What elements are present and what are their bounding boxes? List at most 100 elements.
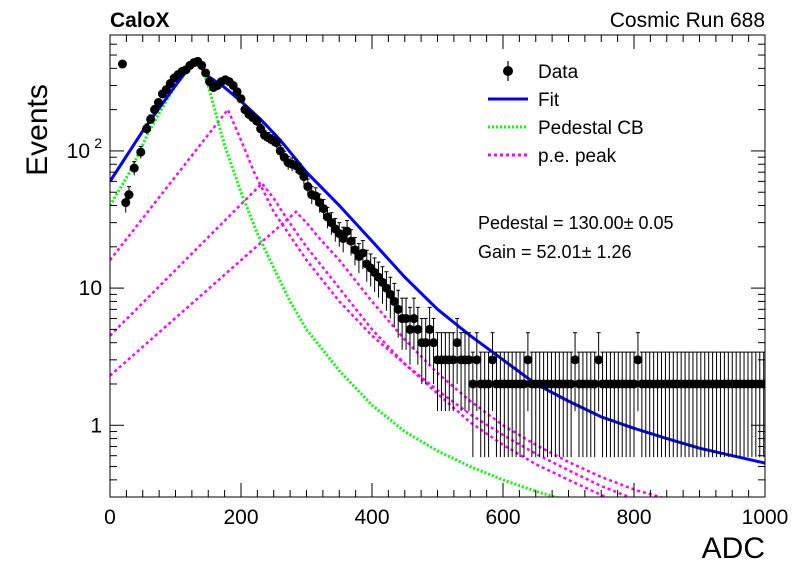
data-point <box>684 351 694 458</box>
data-point-marker <box>405 324 415 334</box>
data-point <box>743 351 753 458</box>
pedestal-result: Pedestal = 130.00± 0.05 <box>478 213 674 233</box>
data-point <box>708 351 718 458</box>
data-point-marker <box>271 138 281 148</box>
data-point <box>586 351 596 458</box>
data-point <box>715 351 725 458</box>
data-point <box>704 351 714 458</box>
data-point-marker <box>448 355 458 365</box>
data-point-marker <box>425 324 435 334</box>
data-point <box>129 161 139 176</box>
data-point-marker <box>629 379 639 389</box>
data-point-marker <box>401 314 411 324</box>
data-point <box>491 351 501 458</box>
data-point <box>393 289 403 338</box>
data-point <box>197 60 207 70</box>
data-point <box>755 351 765 458</box>
data-point <box>613 351 623 458</box>
data-point-marker <box>197 60 207 70</box>
run-label: Cosmic Run 688 <box>610 9 765 32</box>
data-point-marker <box>256 124 266 134</box>
data-point <box>503 351 513 458</box>
data-point <box>444 332 454 412</box>
data-point-marker <box>232 87 242 97</box>
data-point <box>645 351 655 458</box>
data-point-marker <box>338 233 348 243</box>
data-point <box>535 351 545 458</box>
data-point <box>252 116 262 126</box>
data-point <box>236 94 246 104</box>
data-point <box>625 351 635 458</box>
data-point <box>554 351 564 458</box>
data-point-marker <box>409 314 419 324</box>
data-point <box>117 59 127 69</box>
x-tick-label: 1000 <box>742 506 789 529</box>
x-tick-label: 200 <box>223 506 258 529</box>
data-point <box>322 206 332 229</box>
data-point <box>660 351 670 458</box>
data-point <box>523 332 533 412</box>
data-point-marker <box>570 355 580 365</box>
data-point <box>688 351 698 458</box>
data-point <box>531 351 541 458</box>
data-point <box>727 351 737 458</box>
data-point <box>700 351 710 458</box>
data-point-marker <box>633 355 643 365</box>
pe-peak-curve-2 <box>110 181 610 497</box>
data-point <box>519 351 529 458</box>
data-point-marker <box>464 355 474 365</box>
brand-label: CaloX <box>110 9 170 32</box>
data-point-marker <box>350 245 360 255</box>
data-point <box>124 186 134 204</box>
data-point-marker <box>146 114 156 124</box>
data-point-marker <box>519 379 529 389</box>
data-point <box>409 297 419 350</box>
data-point <box>429 318 439 384</box>
data-point-marker <box>346 236 356 246</box>
data-point <box>389 282 399 328</box>
legend-entry-data: Data <box>503 61 579 83</box>
data-point-marker <box>590 379 600 389</box>
data-point-marker <box>153 98 163 108</box>
data-point-marker <box>566 379 576 389</box>
data-point <box>136 145 146 159</box>
legend-entry-fit: Fit <box>488 90 560 111</box>
plot-frame <box>109 34 766 498</box>
data-point <box>712 351 722 458</box>
data-point <box>401 297 411 350</box>
gain-result: Gain = 52.01± 1.26 <box>478 242 632 262</box>
data-point <box>256 123 266 134</box>
data-point-marker <box>484 379 494 389</box>
data-point <box>425 306 435 365</box>
data-point-marker <box>488 355 498 365</box>
legend-label-pedestal: Pedestal CB <box>538 118 644 139</box>
data-point <box>633 332 643 412</box>
legend-label-pe: p.e. peak <box>538 146 617 167</box>
data-point <box>739 351 749 458</box>
x-axis-label: ADC <box>702 532 765 565</box>
legend-data-marker <box>503 66 513 76</box>
y-tick-label: 1 <box>90 414 102 437</box>
x-tick-label: 400 <box>354 506 389 529</box>
data-point <box>413 306 423 365</box>
data-point-marker <box>472 355 482 365</box>
data-point-marker <box>124 190 134 200</box>
data-point <box>731 351 741 458</box>
data-point <box>543 351 553 458</box>
data-point-marker <box>523 355 533 365</box>
data-point <box>232 87 242 97</box>
data-point <box>759 351 765 458</box>
data-point <box>629 351 639 458</box>
data-point-marker <box>136 147 146 157</box>
data-point <box>472 332 482 412</box>
data-point-marker <box>129 163 139 173</box>
data-point <box>499 351 509 458</box>
data-point <box>582 351 592 458</box>
data-point-marker <box>303 182 313 192</box>
data-point <box>735 351 745 458</box>
data-point <box>484 351 494 458</box>
data-point <box>468 351 478 458</box>
data-point <box>440 332 450 412</box>
x-tick-label: 800 <box>616 506 651 529</box>
